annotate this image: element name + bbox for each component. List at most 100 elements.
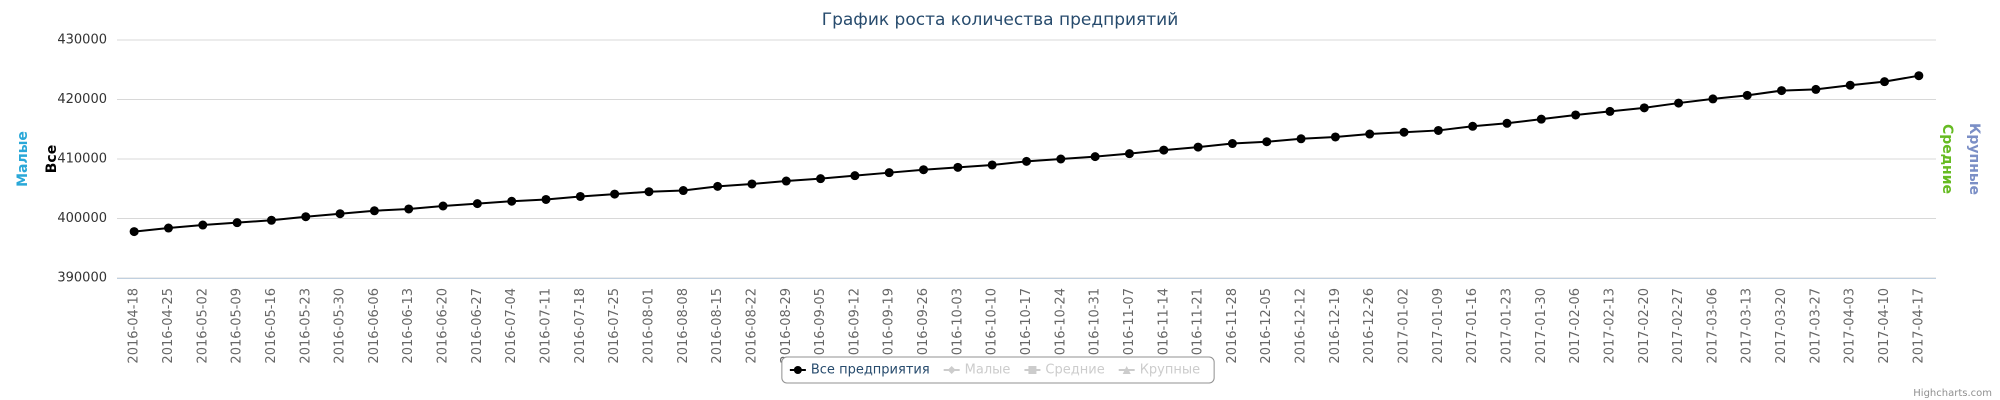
x-tick-label: 2017-04-17 [1911, 288, 1926, 364]
point [1811, 84, 1821, 94]
point [1845, 80, 1855, 90]
x-tick-label: 2017-02-27 [1671, 288, 1686, 364]
point [1159, 145, 1169, 155]
legend-item[interactable]: Крупные [1118, 363, 1200, 378]
point [1433, 125, 1443, 135]
x-tick-label: 2016-10-17 [1019, 288, 1034, 364]
legend-item[interactable]: Малые [943, 363, 1011, 378]
point [575, 191, 585, 201]
point [507, 196, 517, 206]
point [1777, 86, 1787, 96]
x-tick-label: 2017-01-16 [1465, 288, 1480, 364]
x-tick-label: 2016-08-15 [710, 288, 725, 364]
y-tick-label: 430000 [57, 33, 107, 48]
point [1399, 127, 1409, 137]
x-tick-label: 2016-04-18 [127, 288, 142, 364]
x-tick-label: 2016-12-05 [1259, 288, 1274, 364]
point [850, 171, 860, 181]
point [1262, 137, 1272, 147]
x-tick-label: 2016-08-29 [779, 288, 794, 364]
point [953, 162, 963, 172]
point [678, 186, 688, 196]
point [1193, 142, 1203, 152]
point [1227, 139, 1237, 149]
legend-marker [1028, 366, 1037, 374]
y-axis-title: Малые [15, 131, 31, 187]
x-tick-label: 2016-05-09 [230, 288, 245, 364]
point [335, 209, 345, 219]
legend-item[interactable]: Все предприятия [789, 363, 930, 378]
chart-title: График роста количества предприятий [822, 10, 1179, 30]
x-tick-label: 2016-06-13 [401, 288, 416, 364]
point [1571, 110, 1581, 120]
point [1502, 118, 1512, 128]
x-tick-label: 2016-12-19 [1328, 288, 1343, 364]
legend-marker [947, 366, 956, 374]
point [747, 179, 757, 189]
x-tick-label: 2016-07-18 [573, 288, 588, 364]
x-tick-label: 2016-12-12 [1294, 288, 1309, 364]
legend-item[interactable]: Средние [1024, 363, 1105, 378]
x-tick-label: 2016-07-11 [539, 288, 554, 364]
x-tick-label: 2016-10-10 [985, 288, 1000, 364]
y-axis-title: Все [44, 145, 60, 173]
point [163, 223, 173, 233]
point [1330, 132, 1340, 142]
legend-marker [793, 366, 802, 374]
credits[interactable]: Highcharts.com [1913, 388, 1992, 399]
point [1536, 114, 1546, 124]
point [1914, 71, 1924, 81]
x-tick-label: 2017-01-09 [1431, 288, 1446, 364]
point [1674, 98, 1684, 108]
x-tick-label: 2016-04-25 [161, 288, 176, 364]
point [1639, 103, 1649, 113]
y-tick-label: 400000 [57, 211, 107, 226]
x-tick-label: 2016-07-04 [504, 288, 519, 364]
x-tick-label: 2017-02-13 [1602, 288, 1617, 364]
point [1605, 106, 1615, 116]
x-tick-label: 2016-08-08 [676, 288, 691, 364]
x-tick-label: 2016-09-05 [813, 288, 828, 364]
x-tick-label: 2016-09-26 [916, 288, 931, 364]
legend-box [781, 356, 1215, 384]
point [644, 187, 654, 197]
point [438, 201, 448, 211]
x-tick-label: 2016-09-19 [882, 288, 897, 364]
point [266, 215, 276, 225]
x-tick-label: 2017-03-20 [1774, 288, 1789, 364]
legend-marker [1122, 366, 1131, 374]
x-tick-label: 2017-03-27 [1808, 288, 1823, 364]
point [472, 199, 482, 209]
point [1880, 77, 1890, 87]
x-tick-label: 2016-10-03 [950, 288, 965, 364]
y-tick-label: 420000 [57, 92, 107, 107]
x-tick-label: 2017-01-02 [1397, 288, 1412, 364]
x-tick-label: 2016-08-22 [744, 288, 759, 364]
x-tick-label: 2016-09-12 [847, 288, 862, 364]
x-tick-label: 2017-01-30 [1534, 288, 1549, 364]
x-tick-label: 2016-06-27 [470, 288, 485, 364]
point [1742, 90, 1752, 100]
legend-label: Крупные [1140, 363, 1200, 378]
x-tick-label: 2016-05-02 [195, 288, 210, 364]
y-axis-title: Средние [1939, 124, 1955, 194]
x-tick-label: 2016-11-21 [1191, 288, 1206, 364]
point [1708, 94, 1718, 104]
x-tick-label: 2016-10-24 [1053, 288, 1068, 364]
x-tick-label: 2016-06-20 [436, 288, 451, 364]
point [781, 176, 791, 186]
point [610, 189, 620, 199]
x-tick-label: 2016-05-23 [298, 288, 313, 364]
x-tick-label: 2017-03-13 [1740, 288, 1755, 364]
point [1124, 149, 1134, 159]
point [1365, 129, 1375, 139]
x-tick-label: 2016-05-16 [264, 288, 279, 364]
x-tick-label: 2016-11-14 [1156, 288, 1171, 364]
x-tick-label: 2016-07-25 [607, 288, 622, 364]
point [129, 227, 139, 237]
point [919, 165, 929, 175]
x-tick-label: 2017-04-03 [1843, 288, 1858, 364]
x-tick-label: 2017-04-10 [1877, 288, 1892, 364]
point [1022, 156, 1031, 166]
point [1468, 121, 1478, 131]
